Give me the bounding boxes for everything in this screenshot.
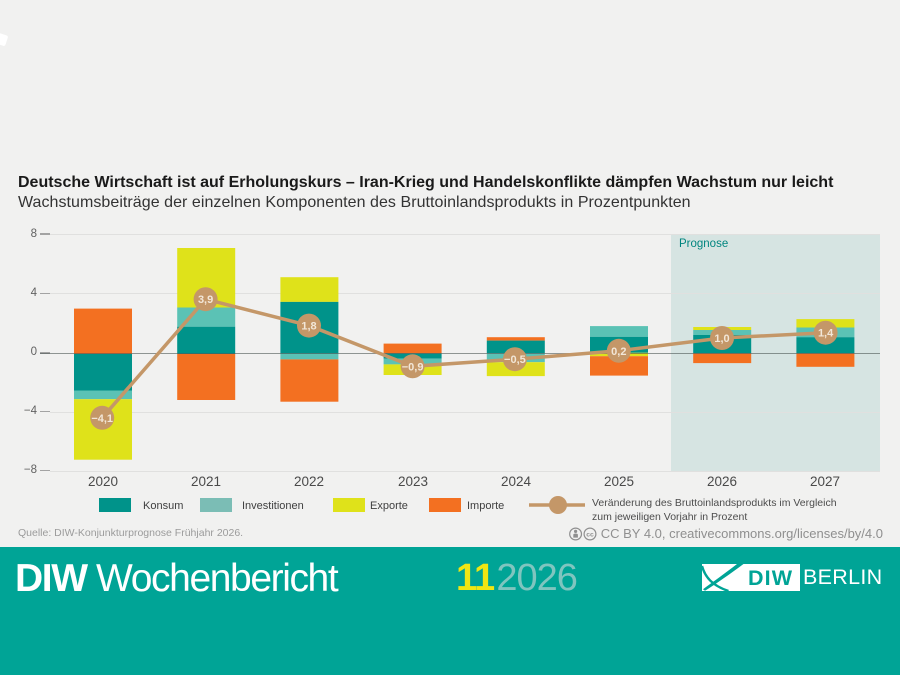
- svg-text:−0,9: −0,9: [402, 361, 424, 373]
- svg-text:cc: cc: [586, 531, 594, 538]
- svg-text:3,9: 3,9: [198, 294, 213, 306]
- svg-text:1,8: 1,8: [301, 321, 316, 333]
- svg-text:−4,1: −4,1: [91, 413, 113, 425]
- svg-text:0,2: 0,2: [611, 346, 626, 358]
- svg-text:−0,5: −0,5: [504, 354, 526, 366]
- svg-text:1,0: 1,0: [714, 333, 729, 345]
- svg-text:1,4: 1,4: [818, 328, 834, 340]
